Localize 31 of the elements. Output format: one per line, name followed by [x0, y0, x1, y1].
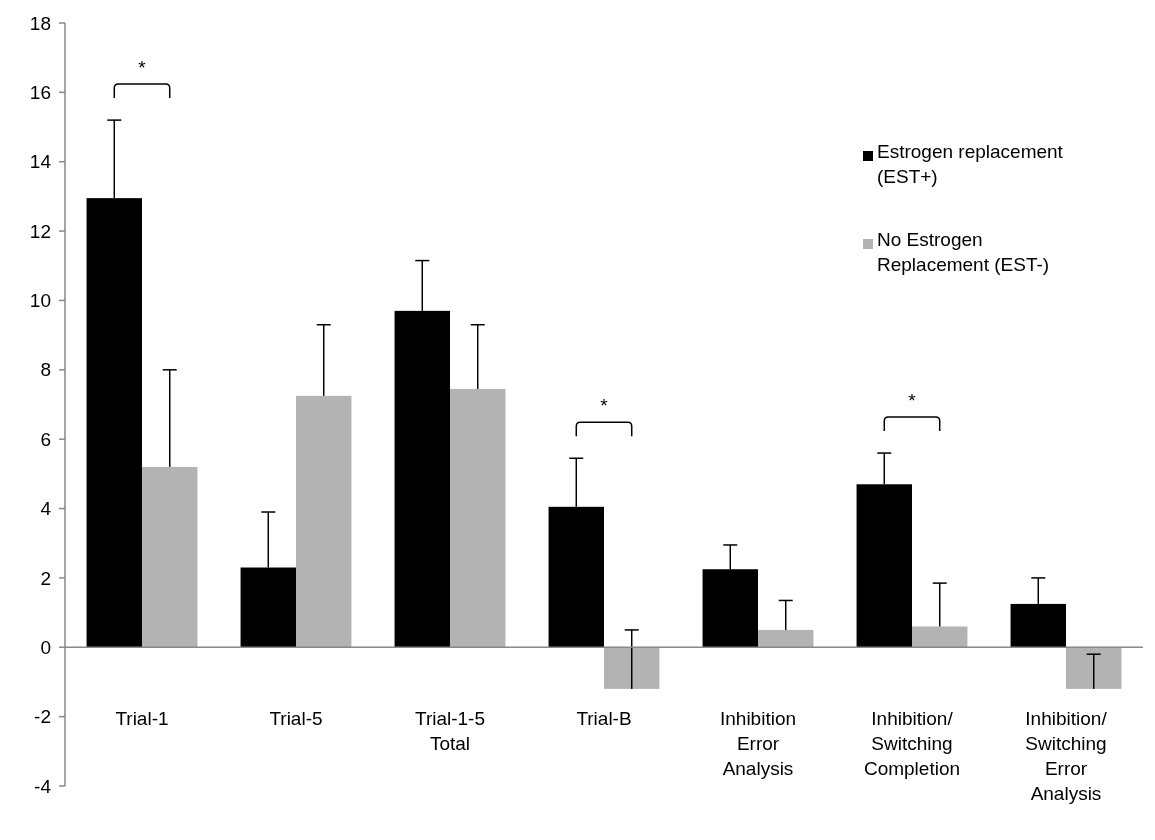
y-tick-label: 10	[29, 290, 51, 312]
y-tick-label: 0	[40, 636, 51, 658]
x-tick-label: Inhibition/ Switching Completion	[863, 708, 961, 780]
y-tick-label: 2	[40, 567, 51, 589]
legend-label: No Estrogen Replacement (EST-)	[877, 229, 1050, 275]
y-tick-label: 8	[40, 359, 51, 381]
annotation: *	[600, 395, 609, 417]
annotation: *	[908, 390, 917, 412]
x-tick-label: Trial-1-5 Total	[414, 708, 486, 755]
y-tick-label: 6	[40, 428, 51, 450]
y-tick-label: -2	[34, 706, 51, 728]
bar	[1066, 647, 1122, 689]
bar	[604, 647, 660, 689]
y-tick-label: 4	[40, 498, 52, 520]
x-tick-label: Trial-1	[115, 708, 169, 730]
y-tick-label: 12	[29, 220, 51, 242]
y-tick-label: 18	[29, 12, 51, 34]
bar	[296, 395, 352, 648]
legend-label: Estrogen replacement (EST+)	[877, 141, 1064, 187]
y-tick-label: 16	[29, 82, 51, 104]
x-tick-label: Inhibition Error Analysis	[719, 708, 797, 780]
bar	[142, 466, 198, 648]
bar	[758, 629, 814, 648]
x-tick-label: Trial-B	[576, 708, 632, 730]
bar	[912, 626, 968, 648]
x-tick-label: Inhibition/ Switching Error Analysis	[1025, 708, 1108, 805]
y-tick-label: -4	[34, 775, 52, 797]
bar	[450, 388, 506, 648]
annotation: *	[138, 57, 147, 79]
y-tick-label: 14	[29, 151, 52, 173]
x-tick-label: Trial-5	[269, 708, 323, 730]
